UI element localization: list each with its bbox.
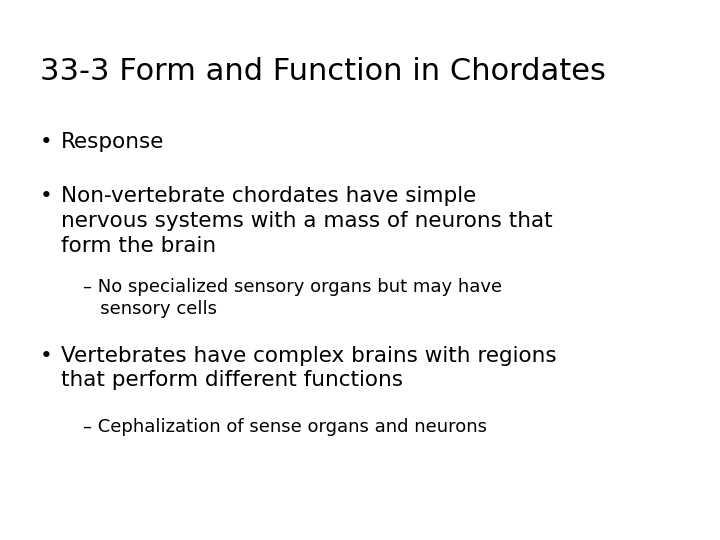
Text: •: • — [40, 132, 53, 152]
Text: – No specialized sensory organs but may have
   sensory cells: – No specialized sensory organs but may … — [83, 278, 502, 318]
Text: – Cephalization of sense organs and neurons: – Cephalization of sense organs and neur… — [83, 418, 487, 436]
Text: Non-vertebrate chordates have simple
nervous systems with a mass of neurons that: Non-vertebrate chordates have simple ner… — [61, 186, 553, 256]
Text: •: • — [40, 186, 53, 206]
Text: Vertebrates have complex brains with regions
that perform different functions: Vertebrates have complex brains with reg… — [61, 346, 557, 390]
Text: 33-3 Form and Function in Chordates: 33-3 Form and Function in Chordates — [40, 57, 606, 86]
Text: Response: Response — [61, 132, 165, 152]
Text: •: • — [40, 346, 53, 366]
